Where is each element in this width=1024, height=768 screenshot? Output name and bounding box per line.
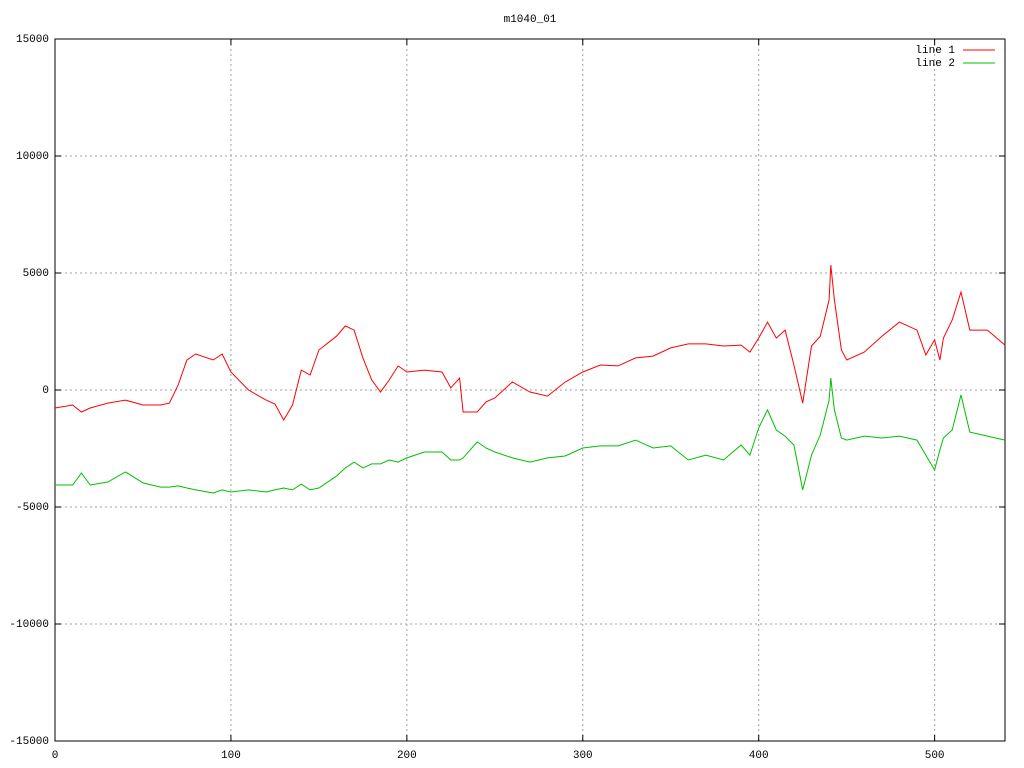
y-tick-label: 5000 bbox=[23, 268, 49, 280]
data-line bbox=[54, 264, 1006, 422]
y-tick-label: 0 bbox=[42, 385, 49, 397]
x-tick-label: 200 bbox=[397, 750, 417, 762]
data-line bbox=[55, 378, 1006, 494]
chart-title: m1040_01 bbox=[504, 14, 557, 26]
y-tick-label: -5000 bbox=[16, 502, 49, 514]
y-tick-label: 15000 bbox=[16, 34, 49, 46]
y-tick-label: -10000 bbox=[9, 619, 49, 631]
y-tick-label: -15000 bbox=[9, 736, 49, 748]
x-tick-label: 400 bbox=[749, 750, 769, 762]
y-tick-label: 10000 bbox=[16, 151, 49, 163]
x-tick-label: 300 bbox=[573, 750, 593, 762]
legend-label: line 2 bbox=[915, 58, 955, 70]
x-tick-label: 0 bbox=[52, 750, 59, 762]
legend-label: line 1 bbox=[915, 45, 955, 57]
plot-frame bbox=[54, 38, 1006, 742]
x-tick-label: 100 bbox=[221, 750, 241, 762]
x-tick-label: 500 bbox=[925, 750, 945, 762]
